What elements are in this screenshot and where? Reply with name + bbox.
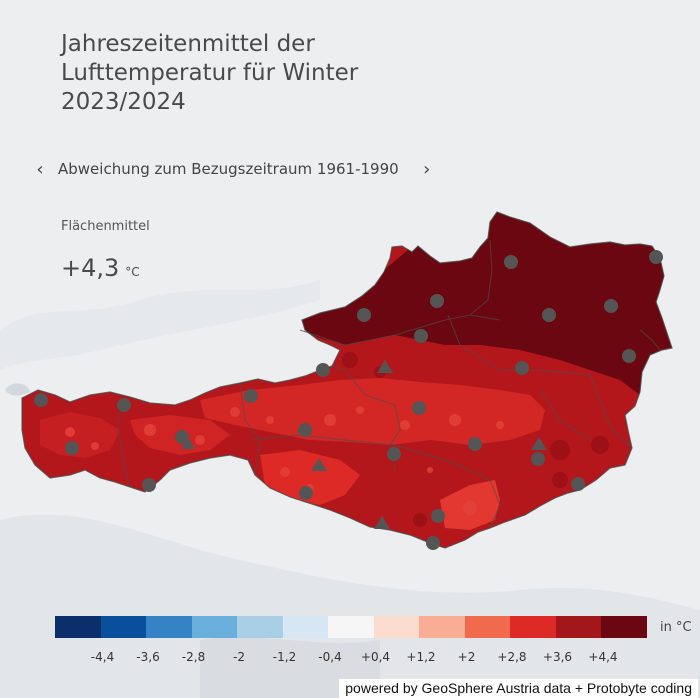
page-title: Jahreszeitenmittel der Lufttemperatur fü… (61, 30, 441, 117)
legend-tick-label: +0,4 (360, 650, 391, 664)
station-marker (117, 398, 131, 412)
station-marker (34, 393, 48, 407)
area-mean-unit: °C (125, 265, 140, 279)
mountain-station-marker (311, 458, 327, 471)
legend-tick-label: +2 (457, 650, 476, 664)
legend-unit: in °C (660, 620, 692, 635)
legend-swatch (555, 616, 601, 638)
legend-ticks: -4,4 -3,6 -2,8 -2 -1,2 -0,4 +0,4 +1,2 +2 +2,8 +3,6… (0, 650, 700, 670)
title-line: Jahreszeitenmittel der (61, 31, 315, 57)
legend-swatch (419, 616, 465, 638)
station-marker (504, 255, 518, 269)
station-marker (468, 437, 482, 451)
legend-tick-label: +2,8 (497, 650, 527, 664)
view-label: Abweichung zum Bezugszeitraum 1961-1990 (58, 160, 399, 178)
station-marker (299, 486, 313, 500)
station-marker (414, 329, 428, 343)
station-marker (649, 250, 663, 264)
mountain-station-marker (377, 360, 393, 373)
station-marker (542, 308, 556, 322)
color-legend (55, 616, 647, 638)
station-marker (622, 349, 636, 363)
chevron-left-icon[interactable]: ‹ (36, 158, 44, 180)
station-marker (175, 430, 189, 444)
title-line: 2023/2024 (61, 89, 186, 115)
station-marker (244, 389, 258, 403)
station-marker (571, 477, 585, 491)
legend-tick-label: -3,6 (136, 650, 160, 664)
legend-swatch (191, 616, 237, 638)
view-switcher: ‹ Abweichung zum Bezugszeitraum 1961-199… (30, 156, 440, 182)
legend-swatch (601, 616, 647, 638)
mountain-station-marker (374, 516, 390, 529)
station-marker (316, 363, 330, 377)
mountain-station-marker (181, 437, 195, 449)
station-marker (298, 423, 312, 437)
credit-text: powered by GeoSphere Austria data + Prot… (339, 679, 698, 698)
legend-tick-label: +1,2 (406, 650, 436, 664)
station-marker (412, 401, 426, 415)
station-marker (431, 509, 445, 523)
station-marker (387, 447, 401, 461)
legend-tick-label: +3,6 (542, 650, 573, 664)
legend-tick-label: -2 (233, 650, 245, 664)
legend-tick-label: -0,4 (318, 650, 342, 664)
area-mean-value: +4,3 °C (61, 254, 140, 282)
station-marker (65, 441, 79, 455)
station-marker (531, 452, 545, 466)
station-marker (142, 478, 156, 492)
legend-swatch (328, 616, 374, 638)
legend-tick-label: -2,8 (181, 650, 206, 664)
legend-swatch (464, 616, 510, 638)
legend-swatch (55, 616, 101, 638)
station-marker (426, 536, 440, 550)
station-marker (515, 361, 529, 375)
area-mean-number: +4,3 (61, 254, 120, 282)
legend-swatch (237, 616, 283, 638)
area-mean-label: Flächenmittel (61, 219, 150, 234)
legend-swatch (100, 616, 146, 638)
chevron-right-icon[interactable]: › (423, 158, 431, 180)
legend-tick-label: -4,4 (90, 650, 115, 664)
title-line: Lufttemperatur für Winter (61, 60, 359, 86)
mountain-station-marker (531, 437, 547, 450)
station-marker (357, 308, 371, 322)
legend-tick-label: +4,4 (588, 650, 618, 664)
station-marker (430, 294, 444, 308)
legend-swatch (282, 616, 328, 638)
legend-swatch (510, 616, 556, 638)
legend-swatch (146, 616, 192, 638)
legend-swatch (373, 616, 419, 638)
station-marker (604, 299, 618, 313)
legend-tick-label: -1,2 (272, 650, 297, 664)
